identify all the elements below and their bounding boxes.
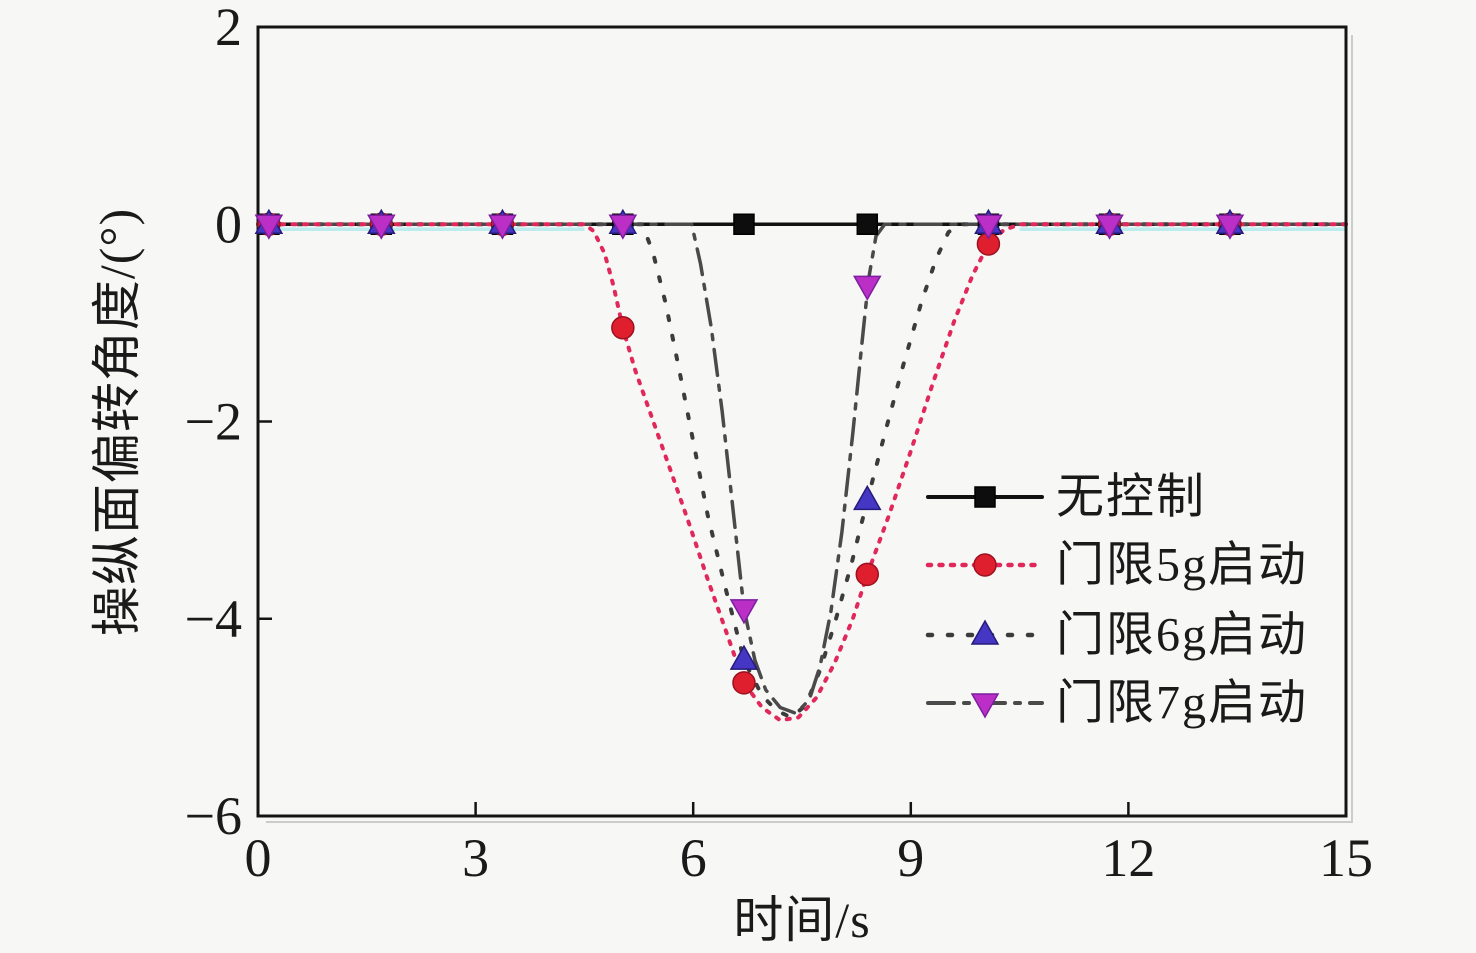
- square-marker-icon: [733, 213, 755, 235]
- legend-label-2: 门限6g启动: [1056, 609, 1308, 662]
- circle-marker-icon: [611, 316, 635, 340]
- circle-marker-icon: [855, 562, 880, 587]
- y-axis-title: 操纵面偏转角度/(°): [89, 207, 145, 637]
- frame-shadow: [266, 35, 1353, 823]
- legend-entry-0: 无控制: [926, 471, 1206, 524]
- triangle-down-marker-icon: [254, 214, 284, 240]
- triangle-down-marker-icon: [367, 214, 396, 240]
- legend-label-3: 门限7g启动: [1056, 677, 1308, 730]
- legend-triangle-up-marker-icon: [970, 619, 1000, 645]
- x-tick-label-15: 15: [1319, 828, 1373, 888]
- x-tick-label-9: 9: [897, 828, 924, 888]
- triangle-down-marker-icon: [608, 214, 638, 240]
- y-tick-label-0: 0: [215, 194, 242, 254]
- triangle-down-marker-icon: [488, 214, 517, 240]
- triangle-down-marker-icon: [1095, 214, 1124, 240]
- legend-square-marker-icon: [974, 486, 996, 508]
- series-line-2: [256, 222, 1348, 720]
- triangle-down-marker-icon: [729, 599, 759, 625]
- series-line-3: [256, 222, 1348, 716]
- legend-label-1: 门限5g启动: [1056, 539, 1308, 592]
- x-axis-title: 时间/s: [733, 892, 871, 948]
- y-tick-label--2: −2: [185, 392, 242, 452]
- y-tick-label--6: −6: [185, 786, 242, 846]
- triangle-down-marker-icon: [974, 214, 1003, 240]
- triangle-down-marker-icon: [1215, 214, 1245, 240]
- x-tick-label-6: 6: [680, 828, 707, 888]
- triangle-up-marker-icon: [729, 644, 759, 670]
- triangle-up-marker-icon: [852, 484, 882, 511]
- legend-triangle-down-marker-icon: [970, 693, 1000, 719]
- x-tick-label-12: 12: [1101, 828, 1155, 888]
- circle-marker-icon: [732, 671, 756, 695]
- series-line-1: [256, 222, 1348, 723]
- legend-label-0: 无控制: [1056, 471, 1206, 524]
- x-tick-label-3: 3: [462, 828, 489, 888]
- x-tick-label-0: 0: [245, 828, 272, 888]
- legend-entry-1: 门限5g启动: [925, 539, 1308, 592]
- series-markers-3: [254, 214, 1245, 625]
- y-tick-label--4: −4: [185, 589, 242, 649]
- legend-circle-marker-icon: [973, 553, 997, 577]
- triangle-down-marker-icon: [852, 275, 882, 301]
- square-marker-icon: [856, 213, 879, 235]
- y-tick-label-2: 2: [215, 0, 242, 57]
- legend-entry-2: 门限6g启动: [925, 609, 1308, 662]
- legend-entry-3: 门限7g启动: [926, 677, 1308, 730]
